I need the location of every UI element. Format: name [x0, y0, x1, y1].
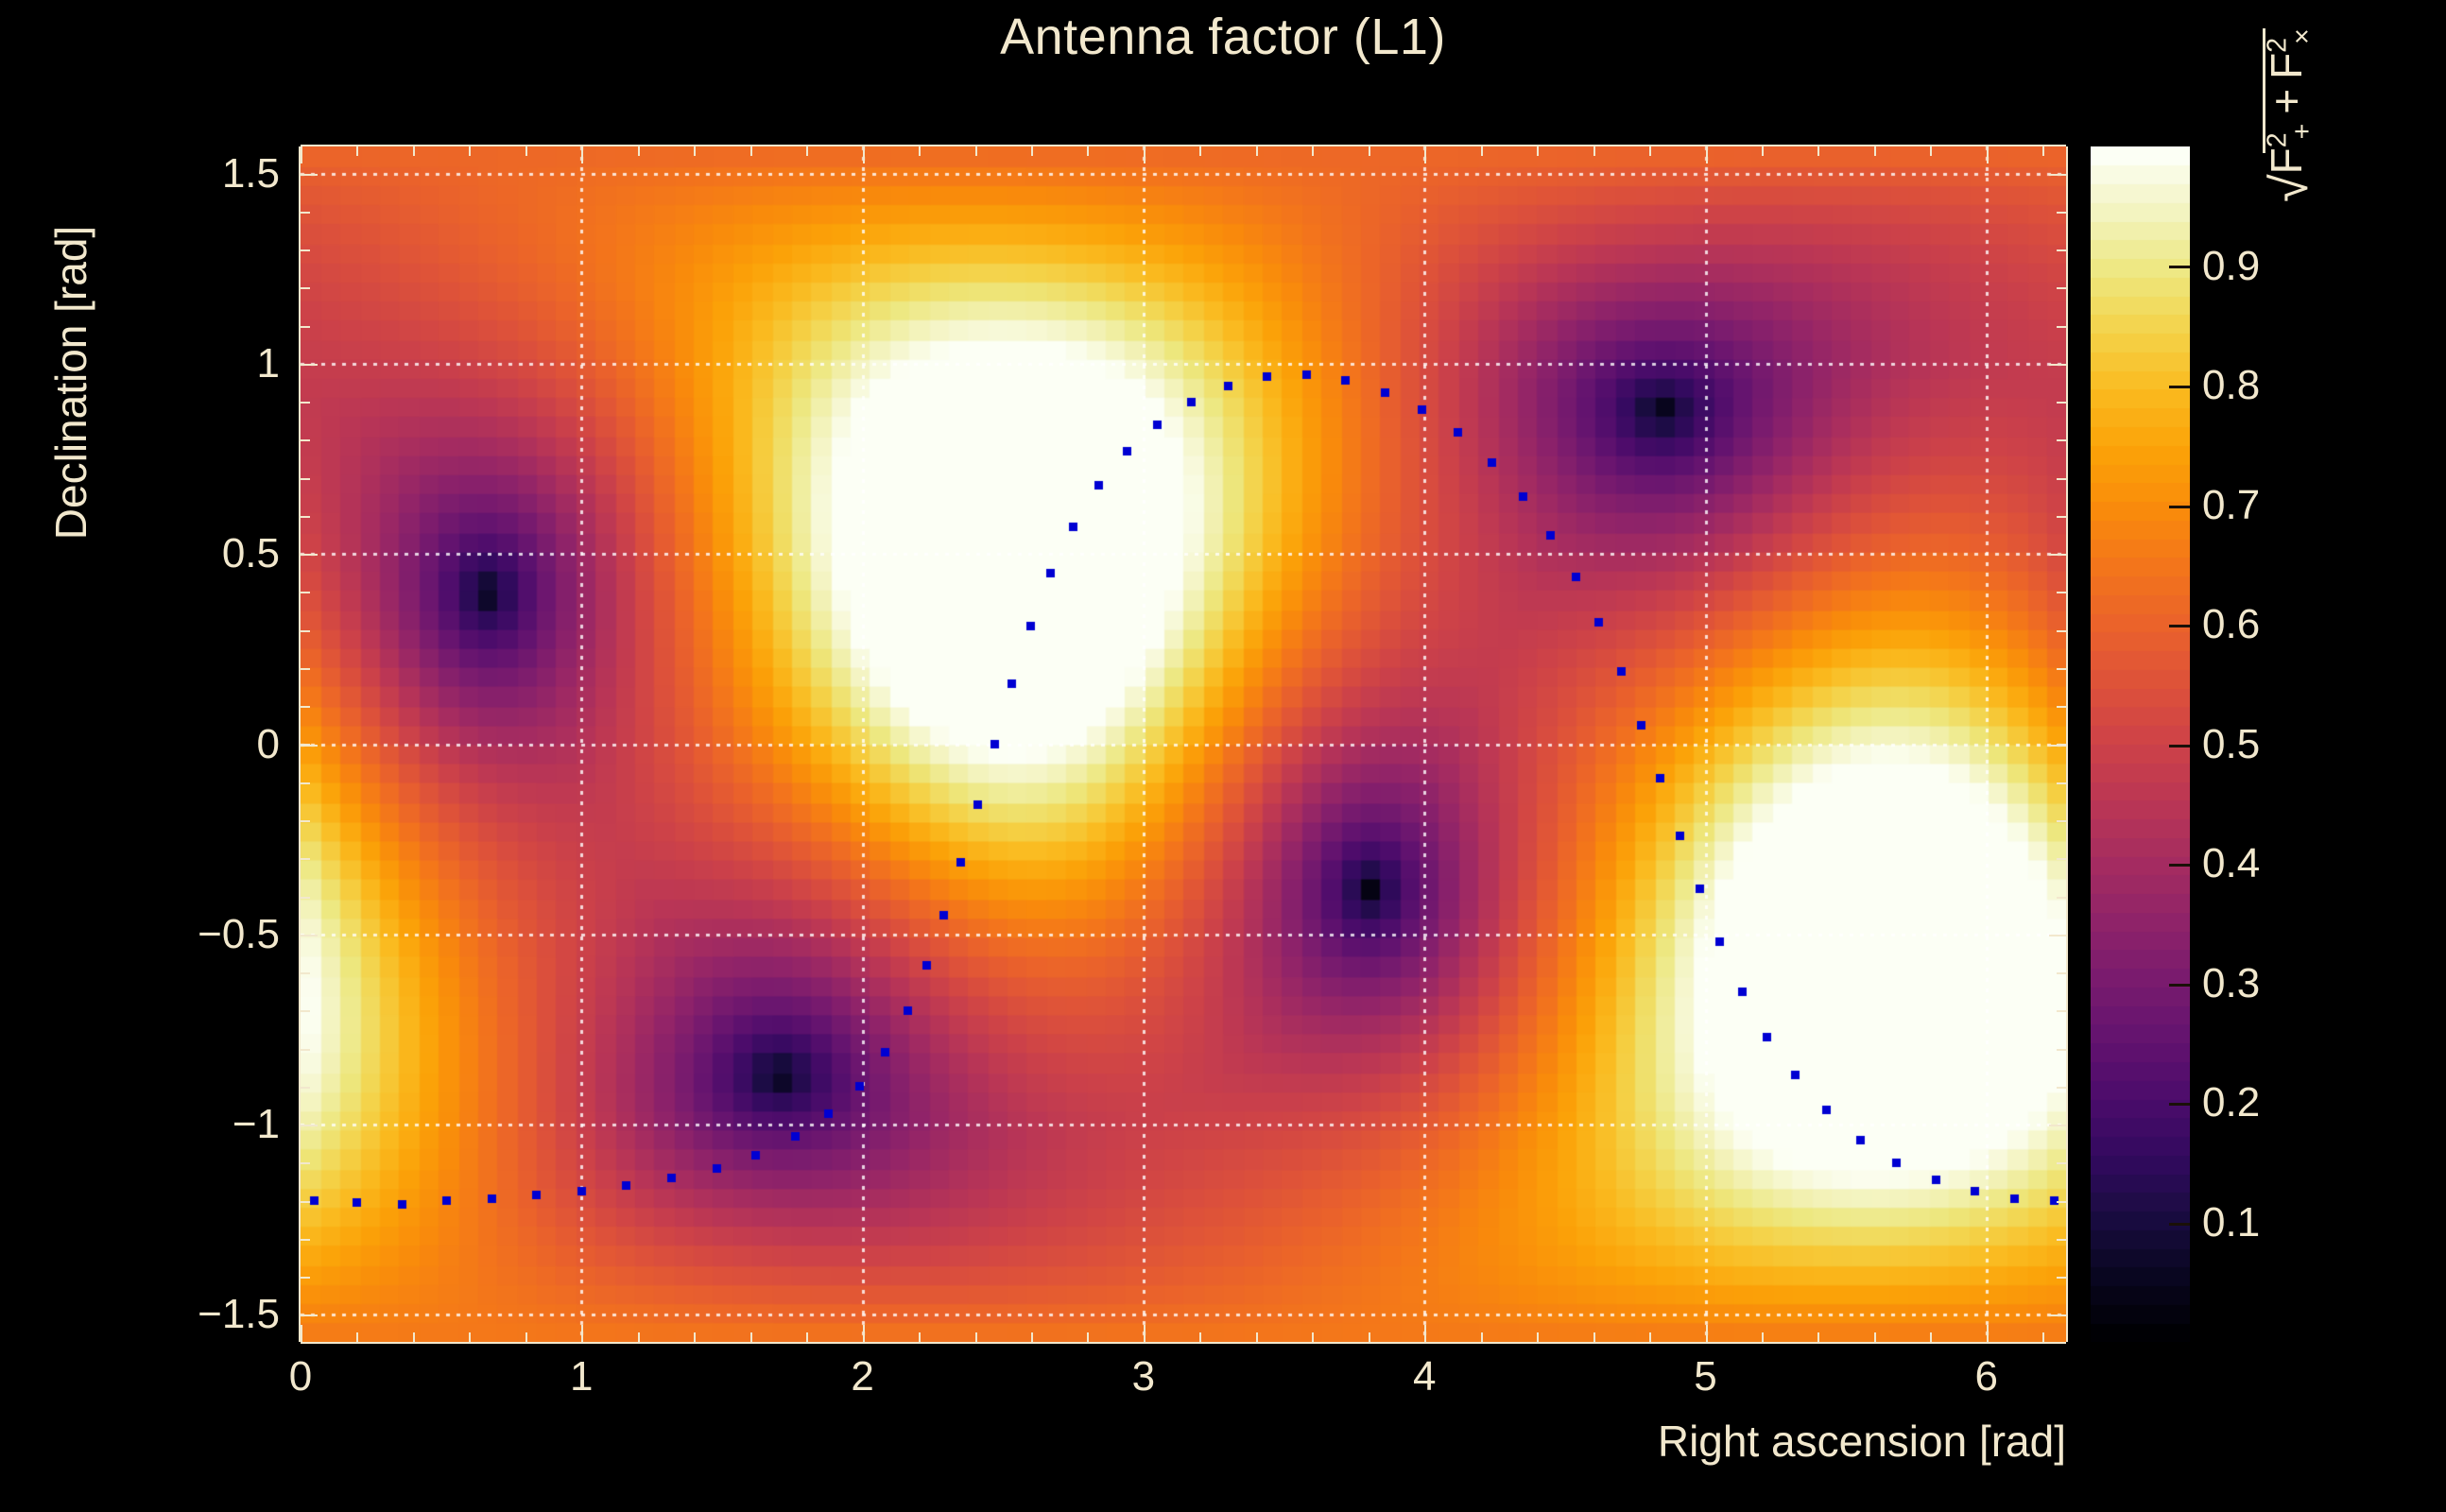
plot-frame-right: [2066, 146, 2068, 1342]
x-tick-label: 6: [1974, 1353, 1999, 1400]
galactic-plane-overlay: [301, 146, 2066, 1342]
term-f-plus: F2+: [2262, 123, 2318, 175]
colorbar-tick-label: 0.7: [2202, 481, 2261, 528]
y-axis-tick-labels: 1.5 1 0.5 0 −0.5 −1 −1.5: [140, 146, 280, 1342]
colorbar-tickmark: [2169, 984, 2190, 987]
term-f-cross: F2×: [2262, 28, 2318, 79]
y-tick-label: 1.5: [221, 149, 280, 197]
colorbar-tickmark: [2169, 386, 2190, 388]
colorbar-tick-label: 0.3: [2202, 959, 2261, 1006]
radical-sign-icon: √: [2262, 174, 2318, 202]
y-tick-label: 0.5: [221, 530, 280, 577]
colorbar: [2091, 146, 2190, 1342]
y-tick-label: −1: [232, 1101, 280, 1148]
x-tick-label: 5: [1694, 1353, 1717, 1400]
y-axis-title: Declination [rad]: [46, 225, 95, 541]
x-axis-tick-labels: 0 1 2 3 4 5 6: [289, 1353, 2066, 1410]
colorbar-axis-title: √ F2+ + F2×: [2261, 0, 2346, 206]
x-tick-label: 4: [1412, 1353, 1437, 1400]
colorbar-tickmark: [2169, 745, 2190, 747]
colorbar-tickmark: [2169, 625, 2190, 627]
y-tick-label: 1: [256, 339, 280, 387]
heatmap-plot-area: [301, 146, 2066, 1342]
colorbar-tick-label: 0.2: [2202, 1079, 2261, 1125]
y-tick-label: −0.5: [198, 910, 280, 957]
y-tick-label: 0: [256, 720, 280, 767]
colorbar-tickmark: [2169, 506, 2190, 508]
sqrt-expression: √ F2+ + F2×: [2261, 28, 2318, 206]
colorbar-tickmark: [2169, 864, 2190, 867]
x-tick-label: 0: [288, 1353, 313, 1400]
x-tick-label: 1: [570, 1353, 594, 1400]
colorbar-tick-label: 0.9: [2202, 242, 2261, 289]
colorbar-tick-label: 0.1: [2202, 1198, 2261, 1246]
x-axis-title: Right ascension [rad]: [1657, 1417, 2066, 1466]
colorbar-tickmark: [2169, 266, 2190, 268]
colorbar-tick-label: 0.6: [2202, 601, 2261, 647]
x-tick-label: 3: [1131, 1353, 1156, 1400]
colorbar-tick-label: 0.4: [2202, 840, 2261, 886]
plus-operator: +: [2262, 88, 2311, 114]
plot-frame-bottom: [301, 1342, 2066, 1344]
colorbar-tick-labels: 0.9 0.8 0.7 0.6 0.5 0.4 0.3 0.2 0.1: [2202, 146, 2325, 1342]
page-title: Antenna factor (L1): [1000, 9, 1446, 65]
colorbar-tick-label: 0.8: [2202, 362, 2261, 408]
colorbar-tickmark: [2169, 1103, 2190, 1106]
colorbar-tick-label: 0.5: [2202, 720, 2261, 767]
x-tick-label: 2: [851, 1353, 874, 1400]
colorbar-gradient: [2091, 146, 2190, 1342]
colorbar-tickmark: [2169, 1223, 2190, 1226]
y-tick-label: −1.5: [198, 1291, 280, 1338]
radical-overbar: [2263, 28, 2265, 154]
